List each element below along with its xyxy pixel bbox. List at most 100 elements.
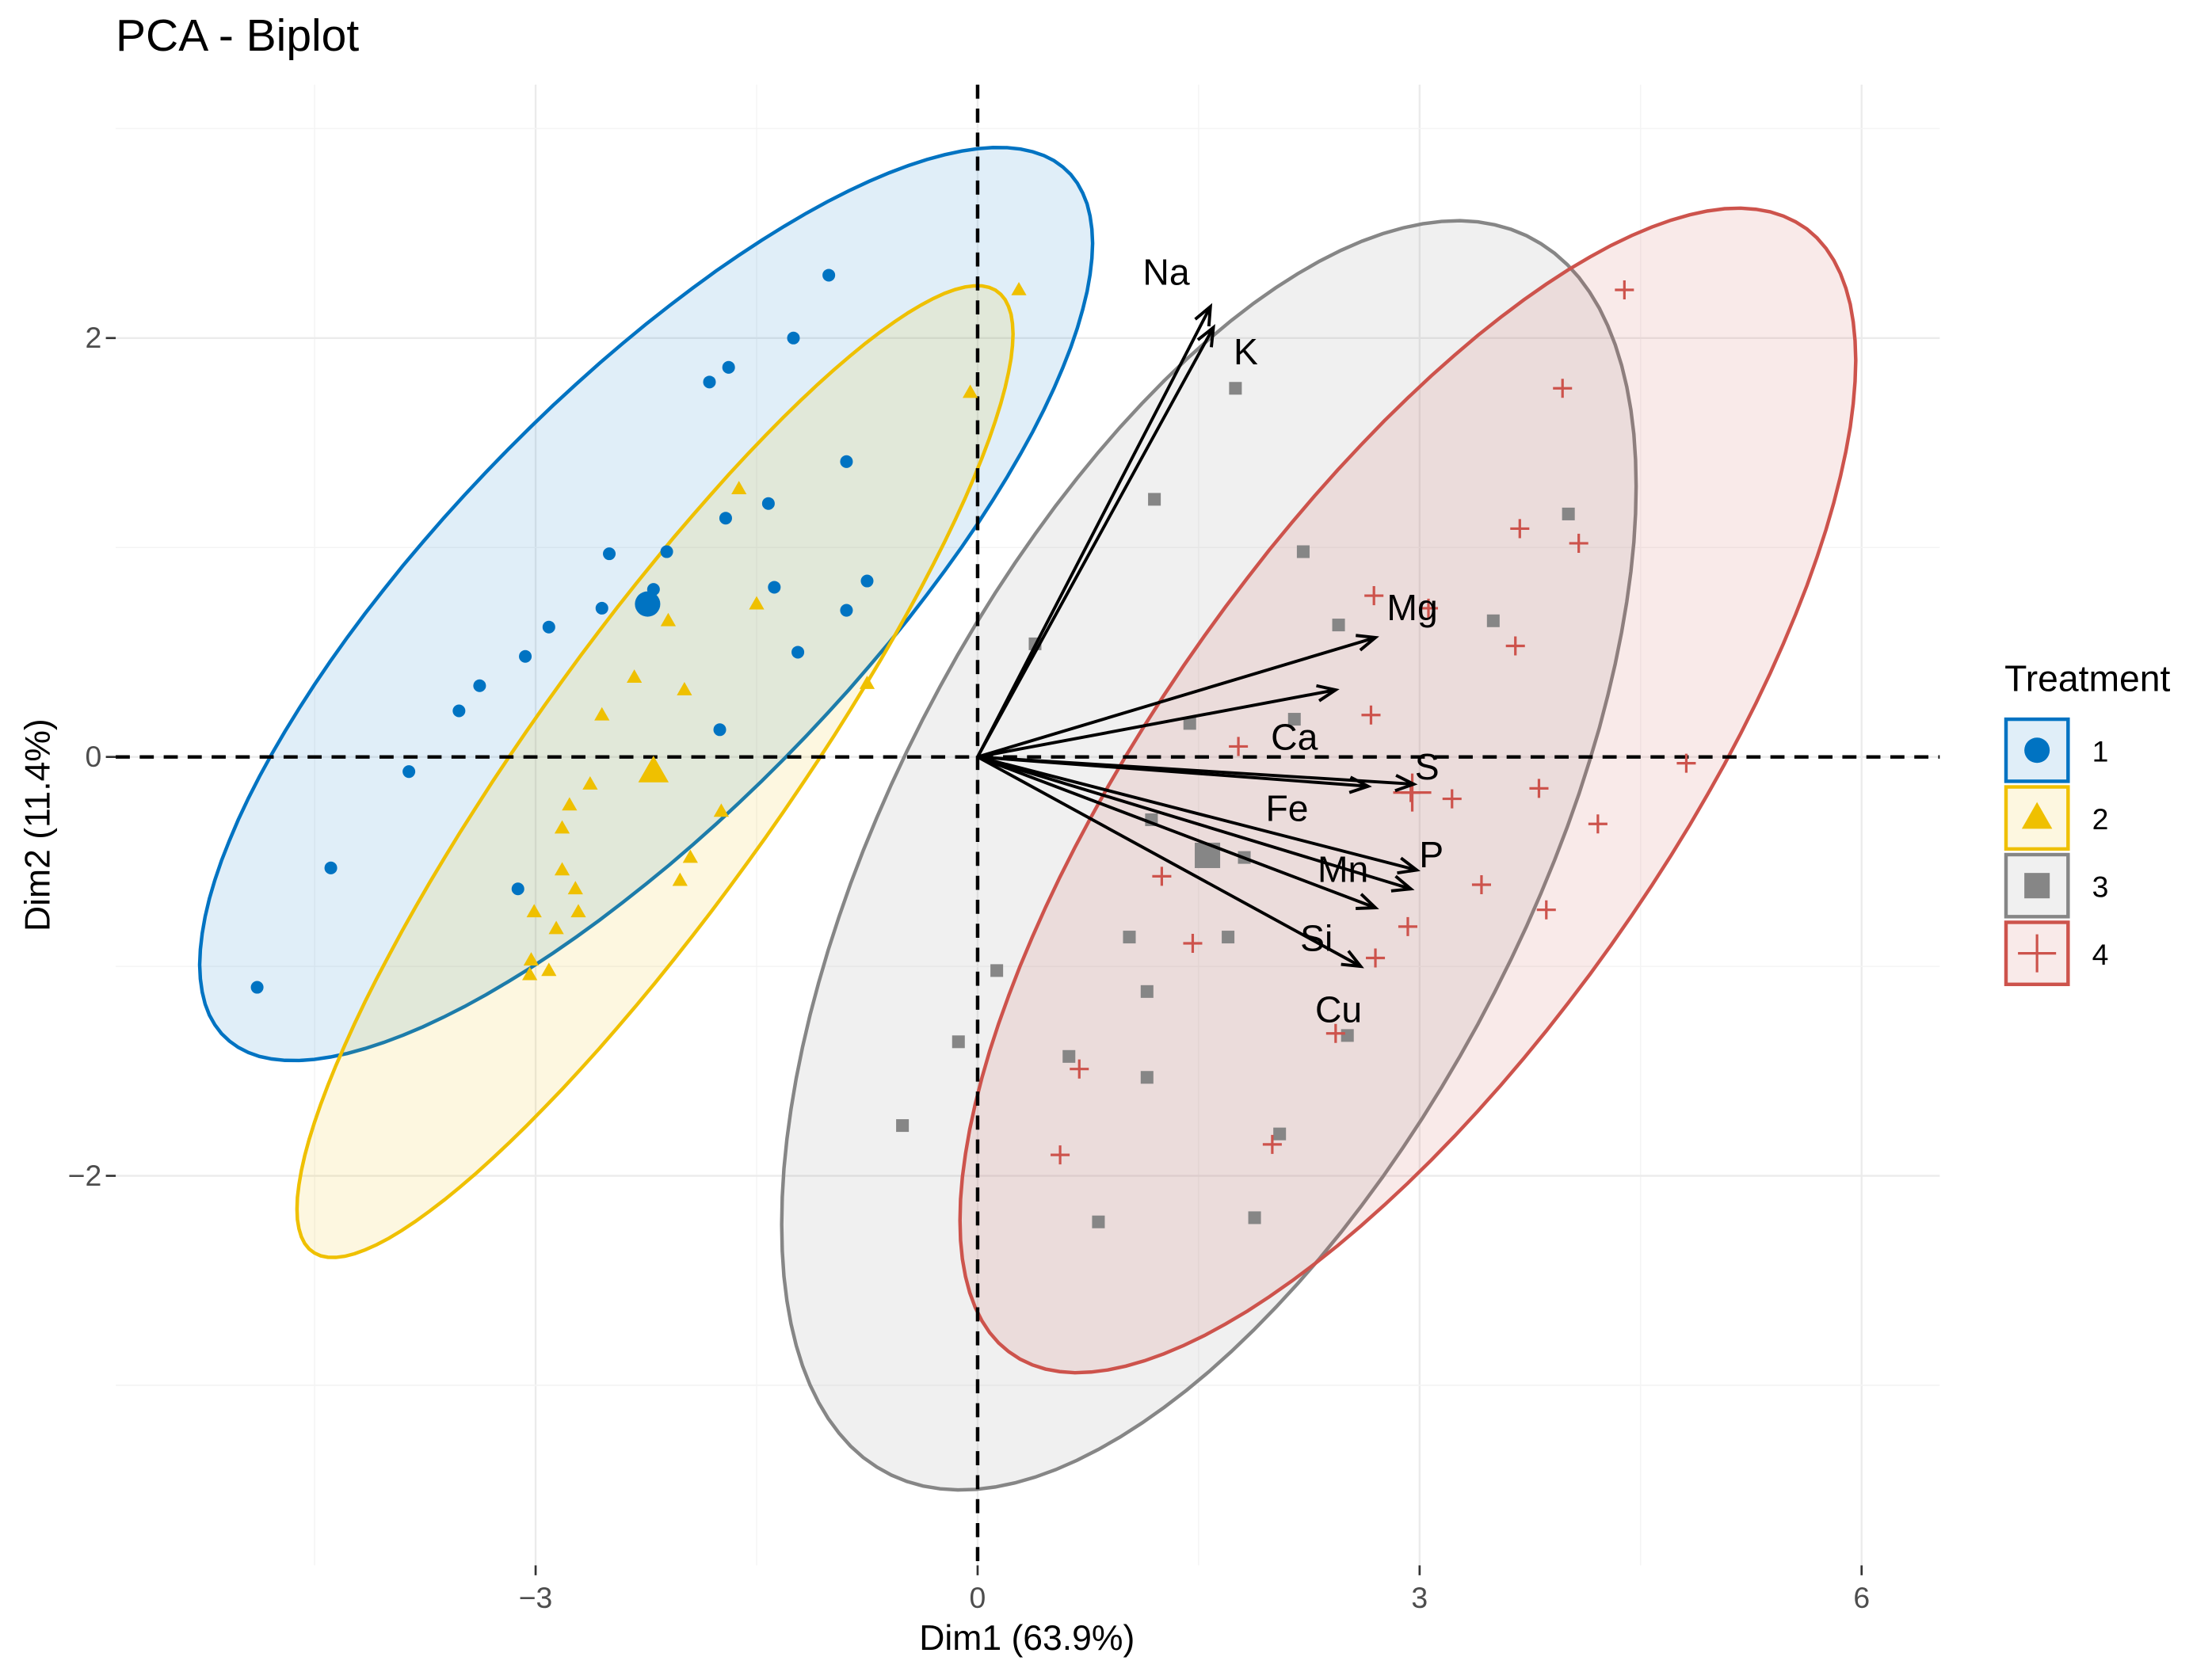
variable-label-K: K bbox=[1234, 331, 1258, 372]
point-group-4 bbox=[1442, 789, 1462, 809]
confidence-ellipses bbox=[197, 146, 1858, 1492]
point-group-2 bbox=[713, 803, 729, 817]
legend-marker-2 bbox=[2021, 802, 2053, 829]
y-axis-title: Dim2 (11.4%) bbox=[18, 718, 57, 931]
point-group-1 bbox=[713, 723, 727, 737]
y-tick-label: 2 bbox=[85, 321, 101, 354]
point-group-1 bbox=[324, 861, 338, 874]
point-group-4 bbox=[1676, 753, 1696, 773]
variable-label-Cu: Cu bbox=[1315, 989, 1362, 1030]
point-group-3 bbox=[1332, 619, 1345, 632]
point-group-2 bbox=[526, 904, 542, 918]
point-group-4 bbox=[1418, 598, 1439, 618]
arrowhead-Mg bbox=[1356, 634, 1379, 652]
point-group-2 bbox=[554, 820, 570, 834]
point-group-2 bbox=[562, 797, 578, 811]
point-group-4 bbox=[1510, 519, 1530, 539]
point-group-3 bbox=[896, 1119, 910, 1133]
point-group-2 bbox=[677, 682, 692, 695]
point-group-1 bbox=[791, 646, 805, 659]
point-group-3 bbox=[1341, 1029, 1354, 1042]
variable-label-Fe: Fe bbox=[1265, 788, 1308, 829]
point-group-2 bbox=[594, 707, 610, 721]
point-group-2 bbox=[672, 872, 688, 886]
x-tick-label: 3 bbox=[1411, 1581, 1428, 1614]
point-group-3 bbox=[1183, 717, 1196, 730]
point-group-1 bbox=[719, 512, 732, 525]
point-group-1 bbox=[840, 604, 853, 617]
arrowhead-S bbox=[1394, 774, 1418, 793]
arrow-K bbox=[976, 326, 1215, 758]
arrowhead-Na bbox=[1194, 303, 1213, 327]
point-group-3 bbox=[990, 964, 1004, 977]
point-group-1 bbox=[761, 497, 775, 510]
x-axis-title: Dim1 (63.9%) bbox=[919, 1619, 1135, 1658]
point-group-4 bbox=[1398, 916, 1417, 936]
point-group-3 bbox=[1273, 1127, 1287, 1141]
point-group-3 bbox=[1140, 1071, 1154, 1084]
y-tick-label: −2 bbox=[68, 1159, 102, 1192]
point-group-4 bbox=[1569, 533, 1588, 553]
point-group-2 bbox=[749, 596, 765, 610]
point-group-1 bbox=[660, 545, 673, 558]
point-group-1 bbox=[722, 360, 735, 374]
variable-label-P: P bbox=[1419, 834, 1444, 875]
point-group-2 bbox=[660, 612, 677, 627]
arrowhead-Si bbox=[1356, 893, 1379, 910]
point-group-1 bbox=[402, 765, 416, 779]
point-group-4 bbox=[1529, 779, 1549, 798]
point-group-1 bbox=[603, 547, 616, 561]
variable-arrows: NaKMgCaSFeMnPSiCu bbox=[976, 252, 1444, 1030]
arrow-Mg bbox=[977, 636, 1376, 759]
point-group-1 bbox=[473, 679, 486, 692]
x-tick-label: −3 bbox=[519, 1581, 553, 1614]
legend: 1 2 3 4 bbox=[2004, 717, 2109, 987]
point-group-4 bbox=[1588, 814, 1608, 834]
legend-label-4: 4 bbox=[2092, 938, 2109, 971]
legend-title: Treatment bbox=[2004, 657, 2170, 699]
mean-point-group-4 bbox=[1393, 773, 1432, 812]
point-group-4 bbox=[1325, 1023, 1345, 1043]
legend-key-2 bbox=[2004, 785, 2070, 851]
point-group-4 bbox=[1615, 280, 1634, 299]
point-group-3 bbox=[1092, 1215, 1105, 1228]
point-group-2 bbox=[570, 904, 586, 918]
point-group-1 bbox=[250, 981, 264, 994]
point-group-2 bbox=[627, 669, 643, 683]
variable-label-Si: Si bbox=[1300, 918, 1333, 959]
point-group-1 bbox=[452, 704, 466, 718]
point-group-2 bbox=[963, 384, 978, 398]
mean-point-group-1 bbox=[635, 591, 661, 617]
point-group-3 bbox=[1222, 931, 1235, 944]
point-group-3 bbox=[1148, 493, 1161, 506]
point-group-3 bbox=[1287, 713, 1301, 726]
point-group-3 bbox=[1140, 985, 1154, 998]
point-group-1 bbox=[860, 574, 874, 588]
point-group-4 bbox=[1183, 933, 1203, 954]
point-group-1 bbox=[822, 269, 836, 282]
point-group-4 bbox=[1361, 705, 1381, 725]
point-group-4 bbox=[1505, 636, 1525, 656]
legend-marker-1 bbox=[2024, 737, 2050, 764]
point-group-4 bbox=[1152, 866, 1172, 886]
arrowhead-K bbox=[1196, 324, 1215, 348]
x-tick-label: 6 bbox=[1853, 1581, 1870, 1614]
point-group-2 bbox=[541, 962, 557, 977]
y-tick-label: 0 bbox=[85, 740, 101, 773]
arrow-Mn bbox=[977, 755, 1417, 872]
point-group-1 bbox=[519, 649, 532, 663]
point-group-1 bbox=[511, 882, 524, 896]
zero-lines bbox=[116, 84, 1940, 1566]
point-group-4 bbox=[1536, 900, 1556, 920]
point-group-4 bbox=[1070, 1059, 1089, 1079]
variable-label-Ca: Ca bbox=[1271, 717, 1318, 758]
point-group-2 bbox=[731, 481, 747, 495]
point-group-1 bbox=[542, 620, 555, 634]
point-group-4 bbox=[1471, 874, 1491, 894]
legend-label-2: 2 bbox=[2092, 802, 2109, 836]
point-group-4 bbox=[1051, 1145, 1070, 1165]
arrowhead-Cu bbox=[1341, 950, 1364, 969]
variable-label-Mg: Mg bbox=[1386, 587, 1437, 628]
point-group-2 bbox=[548, 920, 564, 935]
